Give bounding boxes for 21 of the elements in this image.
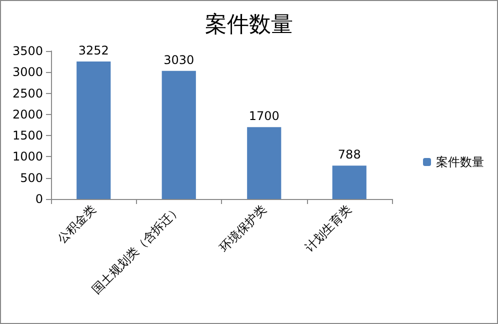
data-label: 3252 bbox=[78, 43, 109, 58]
y-tick-label: 1000 bbox=[12, 150, 43, 164]
bar bbox=[162, 70, 196, 199]
y-tick-label: 1500 bbox=[12, 128, 43, 143]
y-tick-label: 500 bbox=[20, 170, 43, 185]
x-tick-label: 公积金类 bbox=[54, 202, 99, 246]
x-tick-label: 环境保护类 bbox=[216, 202, 270, 254]
bar bbox=[247, 127, 282, 199]
y-tick-label: 0 bbox=[35, 192, 43, 206]
data-label: 3030 bbox=[164, 52, 194, 67]
y-tick-label: 2500 bbox=[12, 86, 43, 100]
data-label: 1700 bbox=[248, 109, 280, 124]
legend-label: 案件数量 bbox=[436, 155, 484, 169]
y-tick-label: 3500 bbox=[12, 44, 43, 58]
chart-title: 案件数量 bbox=[205, 12, 293, 38]
y-tick-label: 2000 bbox=[12, 107, 43, 122]
x-tick-label: 计划生育类 bbox=[302, 202, 354, 254]
bar bbox=[332, 166, 366, 199]
y-tick-label: 3000 bbox=[12, 65, 43, 80]
data-label: 788 bbox=[338, 148, 361, 162]
bar bbox=[76, 61, 111, 199]
